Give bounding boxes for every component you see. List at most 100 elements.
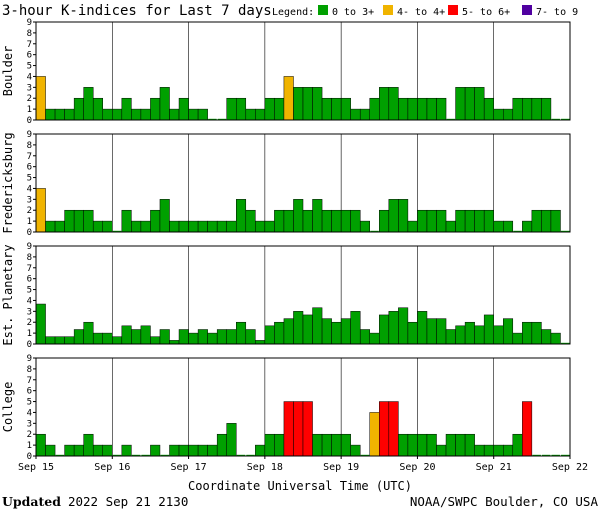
k-bar [369, 412, 380, 457]
k-bar [169, 220, 180, 233]
k-bar [141, 454, 150, 456]
y-tick-label: 8 [27, 29, 32, 39]
legend-entry: 7- to 9 [536, 7, 578, 18]
k-bar [274, 321, 285, 345]
legend-swatch [522, 5, 532, 15]
k-bar [531, 209, 542, 233]
k-bar [83, 87, 94, 121]
source-credit: NOAA/SWPC Boulder, CO USA [410, 494, 599, 509]
k-bar [264, 97, 275, 121]
k-bar [45, 220, 56, 233]
chart-title: 3-hour K-indices for Last 7 days [2, 3, 272, 19]
k-bar [321, 97, 332, 121]
k-bar [92, 444, 104, 457]
k-bar [340, 318, 351, 345]
k-bar [188, 220, 199, 233]
k-bar [159, 87, 170, 121]
k-bar [73, 444, 84, 457]
k-bar [236, 321, 247, 345]
k-bar [522, 220, 533, 233]
panel-frame [35, 21, 571, 121]
y-tick-label: 5 [27, 286, 32, 296]
k-bar [293, 401, 304, 457]
k-bar [417, 209, 428, 233]
k-bar [178, 329, 189, 345]
k-bar [178, 444, 189, 457]
k-bar [197, 329, 208, 345]
k-bar [112, 108, 123, 121]
k-bar [550, 209, 561, 233]
k-bar [388, 311, 399, 345]
y-tick-label: 2 [27, 94, 32, 104]
k-bar [560, 342, 570, 344]
k-bar [245, 209, 256, 233]
k-bar [512, 433, 523, 457]
k-bar [426, 209, 437, 233]
k-bar [512, 332, 523, 345]
k-bar [551, 118, 560, 120]
k-bar [102, 332, 113, 345]
y-tick-label: 8 [27, 141, 32, 151]
k-bar [474, 209, 485, 233]
y-tick-label: 9 [27, 130, 32, 140]
y-tick-label: 3 [27, 419, 32, 429]
k-bar [112, 230, 122, 232]
k-bar [92, 220, 104, 233]
k-bar [474, 444, 485, 457]
k-bar [102, 220, 113, 233]
k-bar [426, 318, 437, 345]
k-bar [150, 97, 161, 121]
y-tick-label: 2 [27, 318, 32, 328]
y-tick-label: 8 [27, 253, 32, 263]
k-bar [178, 220, 189, 233]
k-bar [531, 321, 542, 345]
k-bar [45, 336, 56, 345]
k-bar [331, 321, 342, 345]
k-bar [216, 433, 227, 457]
y-tick-label: 2 [27, 206, 32, 216]
k-bar [493, 444, 504, 457]
k-bar [445, 433, 456, 457]
k-bar [550, 332, 561, 345]
legend-swatch [383, 5, 393, 15]
k-bar [102, 108, 113, 121]
k-bar [302, 401, 313, 457]
k-bar [207, 332, 218, 345]
k-bar [274, 433, 285, 457]
k-bar [255, 340, 266, 345]
k-bar [121, 97, 132, 121]
k-bar [350, 108, 361, 121]
x-tick-label: Sep 20 [399, 462, 435, 473]
k-bar [83, 321, 94, 345]
k-bar [312, 307, 323, 345]
k-bar [474, 87, 485, 121]
k-bar [464, 321, 475, 345]
legend: 0 to 3+ 4- to 4+ 5- to 6+ 7- to 9 [318, 5, 578, 18]
k-bar [140, 220, 151, 233]
legend-entry: 5- to 6+ [462, 7, 510, 18]
k-bar [293, 311, 304, 345]
k-bar [522, 321, 533, 345]
k-bar [178, 97, 189, 121]
k-bar [264, 325, 275, 345]
k-bar [379, 314, 390, 345]
k-bar [483, 97, 494, 121]
k-bar [455, 87, 466, 121]
k-bar [379, 401, 390, 457]
k-bar [483, 314, 494, 345]
k-bar [340, 209, 351, 233]
k-bar [464, 209, 475, 233]
y-tick-label: 0 [27, 340, 32, 350]
k-bar [293, 199, 304, 233]
y-tick-label: 0 [27, 116, 32, 126]
k-bar [64, 108, 75, 121]
y-tick-label: 9 [27, 242, 32, 252]
panel-label: Boulder [1, 46, 15, 97]
y-tick-label: 2 [27, 430, 32, 440]
k-bar [112, 454, 122, 456]
k-bar [483, 209, 494, 233]
k-bar [140, 325, 151, 345]
x-axis: Sep 15 Sep 16 Sep 17 Sep 18 Sep 19 Sep 20 Sep … [18, 456, 588, 473]
panel-label: Fredericksburg [1, 132, 15, 233]
